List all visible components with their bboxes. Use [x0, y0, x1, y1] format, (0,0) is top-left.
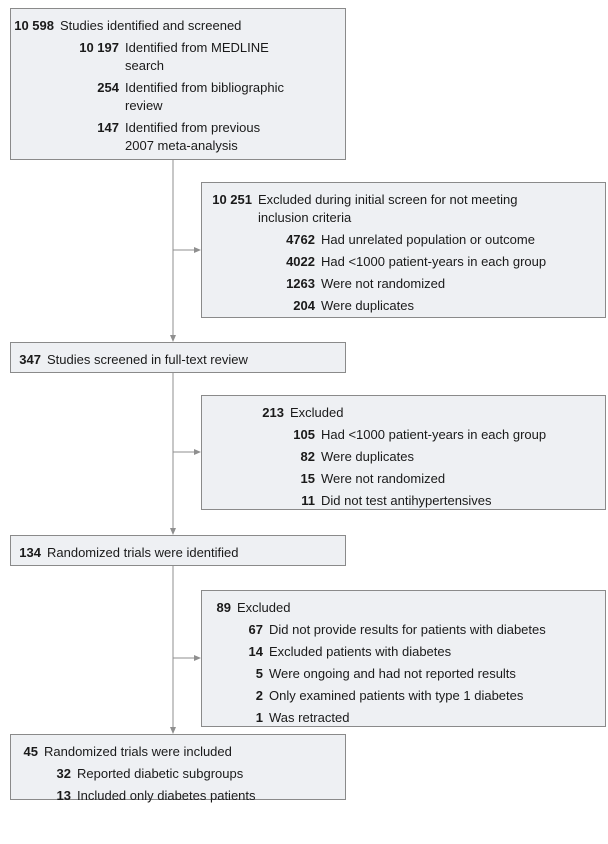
item-row: 32 Reported diabetic subgroups: [11, 765, 345, 783]
arrowhead: [194, 449, 201, 455]
arrowhead: [194, 247, 201, 253]
flow-box: 213 Excluded 105 Had <1000 patient-years in…: [201, 395, 606, 510]
count: 45: [23, 744, 38, 759]
item-count: 204: [293, 298, 315, 313]
item-row: 254 Identified from bibliographic review: [11, 79, 345, 115]
item-label: Reported diabetic subgroups: [77, 766, 244, 781]
label: Excluded: [237, 600, 291, 615]
label: Excluded during initial screen for not m…: [258, 192, 518, 225]
item-count: 32: [56, 766, 71, 781]
flow-box: 45 Randomized trials were included 32 Repor…: [10, 734, 346, 803]
item-count: 5: [255, 666, 263, 681]
item-row: 2 Only examined patients with type 1 diab…: [202, 687, 605, 705]
main-row: 89 Excluded: [202, 599, 605, 617]
count: 347: [19, 352, 41, 367]
item-row: 4022 Had <1000 patient-years in each grou…: [202, 253, 605, 271]
item-label: Had <1000 patient-years in each group: [321, 427, 547, 442]
item-row: 11 Did not test antihypertensives: [202, 492, 605, 510]
item-count: 11: [301, 493, 315, 508]
item-count: 14: [248, 644, 263, 659]
label: Excluded: [290, 405, 344, 420]
item-label: Was retracted: [269, 710, 350, 725]
item-count: 105: [293, 427, 315, 442]
main-row: 10 251 Excluded during initial screen for…: [202, 191, 605, 227]
count: 89: [216, 600, 231, 615]
item-label: Did not test antihypertensives: [321, 493, 492, 508]
item-label: Did not provide results for patients wit…: [269, 622, 546, 637]
main-row: 134 Randomized trials were identified: [11, 544, 345, 562]
item-row: 105 Had <1000 patient-years in each group: [202, 426, 605, 444]
item-row: 13 Included only diabetes patients: [11, 787, 345, 805]
item-row: 15 Were not randomized: [202, 470, 605, 488]
label: Randomized trials were identified: [47, 545, 239, 560]
count: 10 251: [212, 192, 252, 207]
arrowhead: [194, 655, 201, 661]
item-label: Were not randomized: [321, 276, 446, 291]
item-row: 82 Were duplicates: [202, 448, 605, 466]
label: Randomized trials were included: [44, 744, 232, 759]
item-label: Had unrelated population or outcome: [321, 232, 535, 247]
item-label: Were duplicates: [321, 449, 414, 464]
item-label: Were not randomized: [321, 471, 446, 486]
count: 10 598: [14, 18, 54, 33]
item-row: 67 Did not provide results for patients w…: [202, 621, 605, 639]
item-label: Were duplicates: [321, 298, 414, 313]
count: 213: [262, 405, 284, 420]
flow-box: 347 Studies screened in full-text review: [10, 342, 346, 373]
item-count: 147: [97, 120, 119, 135]
item-row: 204 Were duplicates: [202, 297, 605, 315]
item-label: Identified from previous 2007 meta-analy…: [125, 120, 261, 153]
arrowhead: [170, 727, 176, 734]
main-row: 347 Studies screened in full-text review: [11, 351, 345, 369]
item-count: 15: [300, 471, 315, 486]
count: 134: [19, 545, 41, 560]
arrowhead: [170, 335, 176, 342]
item-row: 14 Excluded patients with diabetes: [202, 643, 605, 661]
label: Studies identified and screened: [60, 18, 242, 33]
item-label: Identified from MEDLINE search: [125, 40, 269, 73]
item-label: Excluded patients with diabetes: [269, 644, 452, 659]
item-label: Included only diabetes patients: [77, 788, 256, 803]
item-row: 1 Was retracted: [202, 709, 605, 727]
item-label: Only examined patients with type 1 diabe…: [269, 688, 524, 703]
item-row: 4762 Had unrelated population or outcome: [202, 231, 605, 249]
item-row: 5 Were ongoing and had not reported resul…: [202, 665, 605, 683]
arrowhead: [170, 528, 176, 535]
main-row: 10 598 Studies identified and screened: [11, 17, 345, 35]
item-count: 13: [56, 788, 71, 803]
main-row: 45 Randomized trials were included: [11, 743, 345, 761]
flow-box: 10 251 Excluded during initial screen for…: [201, 182, 606, 318]
item-count: 254: [97, 80, 119, 95]
item-count: 2: [255, 688, 263, 703]
item-count: 4022: [286, 254, 315, 269]
flow-box: 89 Excluded 67 Did not provide results for …: [201, 590, 606, 727]
item-count: 10 197: [79, 40, 119, 55]
item-count: 67: [248, 622, 263, 637]
arrowheads: [170, 247, 201, 734]
item-row: 10 197 Identified from MEDLINE search: [11, 39, 345, 75]
item-label: Were ongoing and had not reported result…: [269, 666, 516, 681]
item-row: 1263 Were not randomized: [202, 275, 605, 293]
label: Studies screened in full-text review: [47, 352, 248, 367]
item-count: 82: [300, 449, 315, 464]
item-label: Had <1000 patient-years in each group: [321, 254, 547, 269]
lines: [172, 160, 199, 733]
main-row: 213 Excluded: [202, 404, 605, 422]
item-label: Identified from bibliographic review: [125, 80, 284, 113]
flow-box: 10 598 Studies identified and screened 10 …: [10, 8, 346, 160]
flow-box: 134 Randomized trials were identified: [10, 535, 346, 566]
item-count: 1263: [286, 276, 315, 291]
item-count: 4762: [286, 232, 315, 247]
item-count: 1: [255, 710, 263, 725]
item-row: 147 Identified from previous 2007 meta-an…: [11, 119, 345, 155]
